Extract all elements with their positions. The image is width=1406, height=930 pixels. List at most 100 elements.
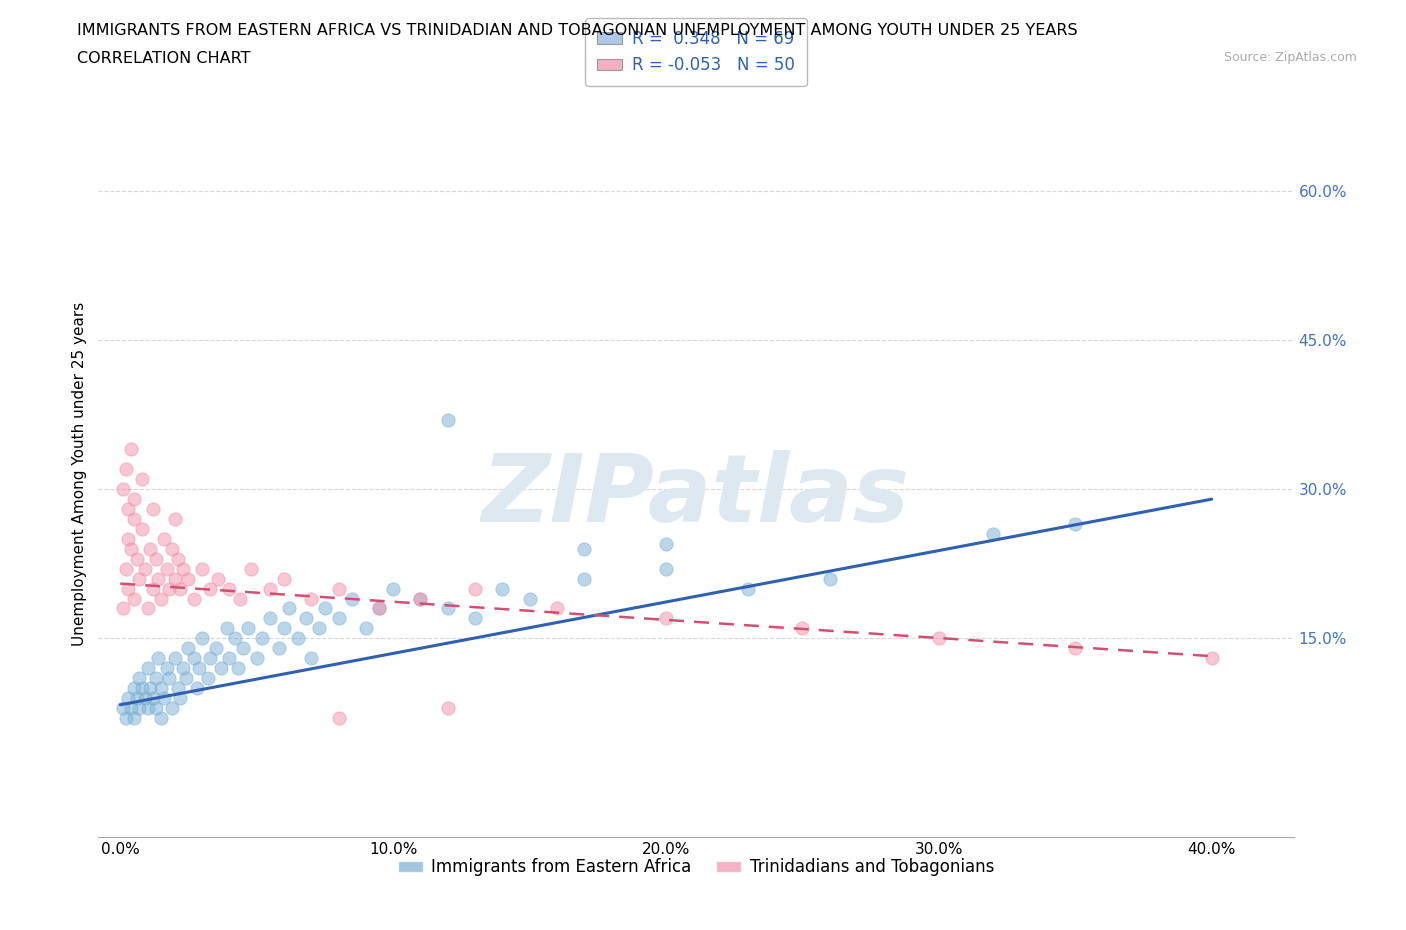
Point (177, 571, 200, 586)
Point (150, 681, 173, 696)
Point (294, 611, 316, 626)
Point (273, 621, 295, 636)
Point (145, 671, 167, 685)
Point (200, 581, 222, 596)
Point (224, 631, 246, 645)
Point (122, 591, 145, 606)
Point (240, 562, 263, 577)
Point (148, 571, 170, 586)
Point (120, 700, 142, 715)
Point (114, 562, 136, 577)
Point (134, 562, 156, 577)
Point (160, 541, 183, 556)
Point (299, 591, 322, 606)
Point (278, 601, 301, 616)
Point (169, 581, 191, 596)
Point (792, 621, 814, 636)
Point (519, 591, 541, 606)
Point (177, 641, 200, 656)
Point (1064, 516, 1087, 531)
Point (188, 660, 211, 675)
Point (150, 591, 173, 606)
Point (163, 512, 186, 526)
Point (131, 522, 153, 537)
Text: IMMIGRANTS FROM EASTERN AFRICA VS TRINIDADIAN AND TOBAGONIAN UNEMPLOYMENT AMONG : IMMIGRANTS FROM EASTERN AFRICA VS TRINID… (77, 23, 1078, 38)
Text: CORRELATION CHART: CORRELATION CHART (77, 51, 250, 66)
Point (218, 581, 240, 596)
Point (409, 591, 432, 606)
Point (655, 562, 678, 577)
Point (368, 601, 391, 616)
Point (166, 681, 188, 696)
Point (166, 551, 188, 566)
Point (215, 621, 238, 636)
Point (183, 591, 205, 606)
Point (120, 541, 142, 556)
Point (136, 660, 159, 675)
Legend: Immigrants from Eastern Africa, Trinidadians and Tobagonians: Immigrants from Eastern Africa, Trinidad… (391, 852, 1001, 883)
Point (172, 660, 194, 675)
Point (163, 651, 186, 666)
Point (737, 581, 759, 596)
Point (163, 571, 186, 586)
Point (160, 700, 183, 715)
Point (983, 526, 1005, 541)
Point (128, 671, 150, 685)
Point (314, 601, 336, 616)
Point (114, 462, 136, 477)
Point (156, 660, 179, 675)
Point (464, 611, 486, 626)
Point (328, 611, 350, 626)
Point (546, 601, 568, 616)
Point (229, 591, 252, 606)
Point (125, 690, 148, 705)
Point (122, 711, 145, 725)
Point (267, 641, 290, 656)
Point (153, 690, 176, 705)
Point (207, 571, 229, 586)
Point (117, 501, 139, 516)
Point (328, 711, 350, 725)
Point (172, 562, 194, 577)
Point (197, 671, 219, 685)
Point (122, 681, 145, 696)
Point (139, 541, 162, 556)
Point (120, 442, 142, 457)
Point (136, 601, 159, 616)
Point (340, 591, 363, 606)
Point (572, 571, 595, 586)
Point (122, 492, 145, 507)
Point (142, 690, 165, 705)
Point (259, 611, 281, 626)
Point (655, 537, 678, 551)
Point (174, 671, 197, 685)
Point (368, 601, 391, 616)
Point (1064, 641, 1087, 656)
Point (1201, 651, 1223, 666)
Point (308, 621, 330, 636)
Point (145, 700, 167, 715)
Point (409, 591, 432, 606)
Point (259, 581, 281, 596)
Point (128, 700, 150, 715)
Point (287, 631, 309, 645)
Point (156, 562, 179, 577)
Point (111, 700, 134, 715)
Point (169, 690, 191, 705)
Point (111, 601, 134, 616)
Point (131, 681, 153, 696)
Point (226, 660, 249, 675)
Point (218, 651, 240, 666)
Point (131, 472, 153, 486)
Point (928, 631, 950, 645)
Text: Source: ZipAtlas.com: Source: ZipAtlas.com (1223, 51, 1357, 64)
Text: ZIPatlas: ZIPatlas (482, 450, 910, 542)
Point (125, 551, 148, 566)
Point (136, 700, 159, 715)
Point (142, 581, 165, 596)
Point (328, 581, 350, 596)
Point (200, 651, 222, 666)
Point (128, 571, 150, 586)
Point (436, 601, 458, 616)
Point (114, 711, 136, 725)
